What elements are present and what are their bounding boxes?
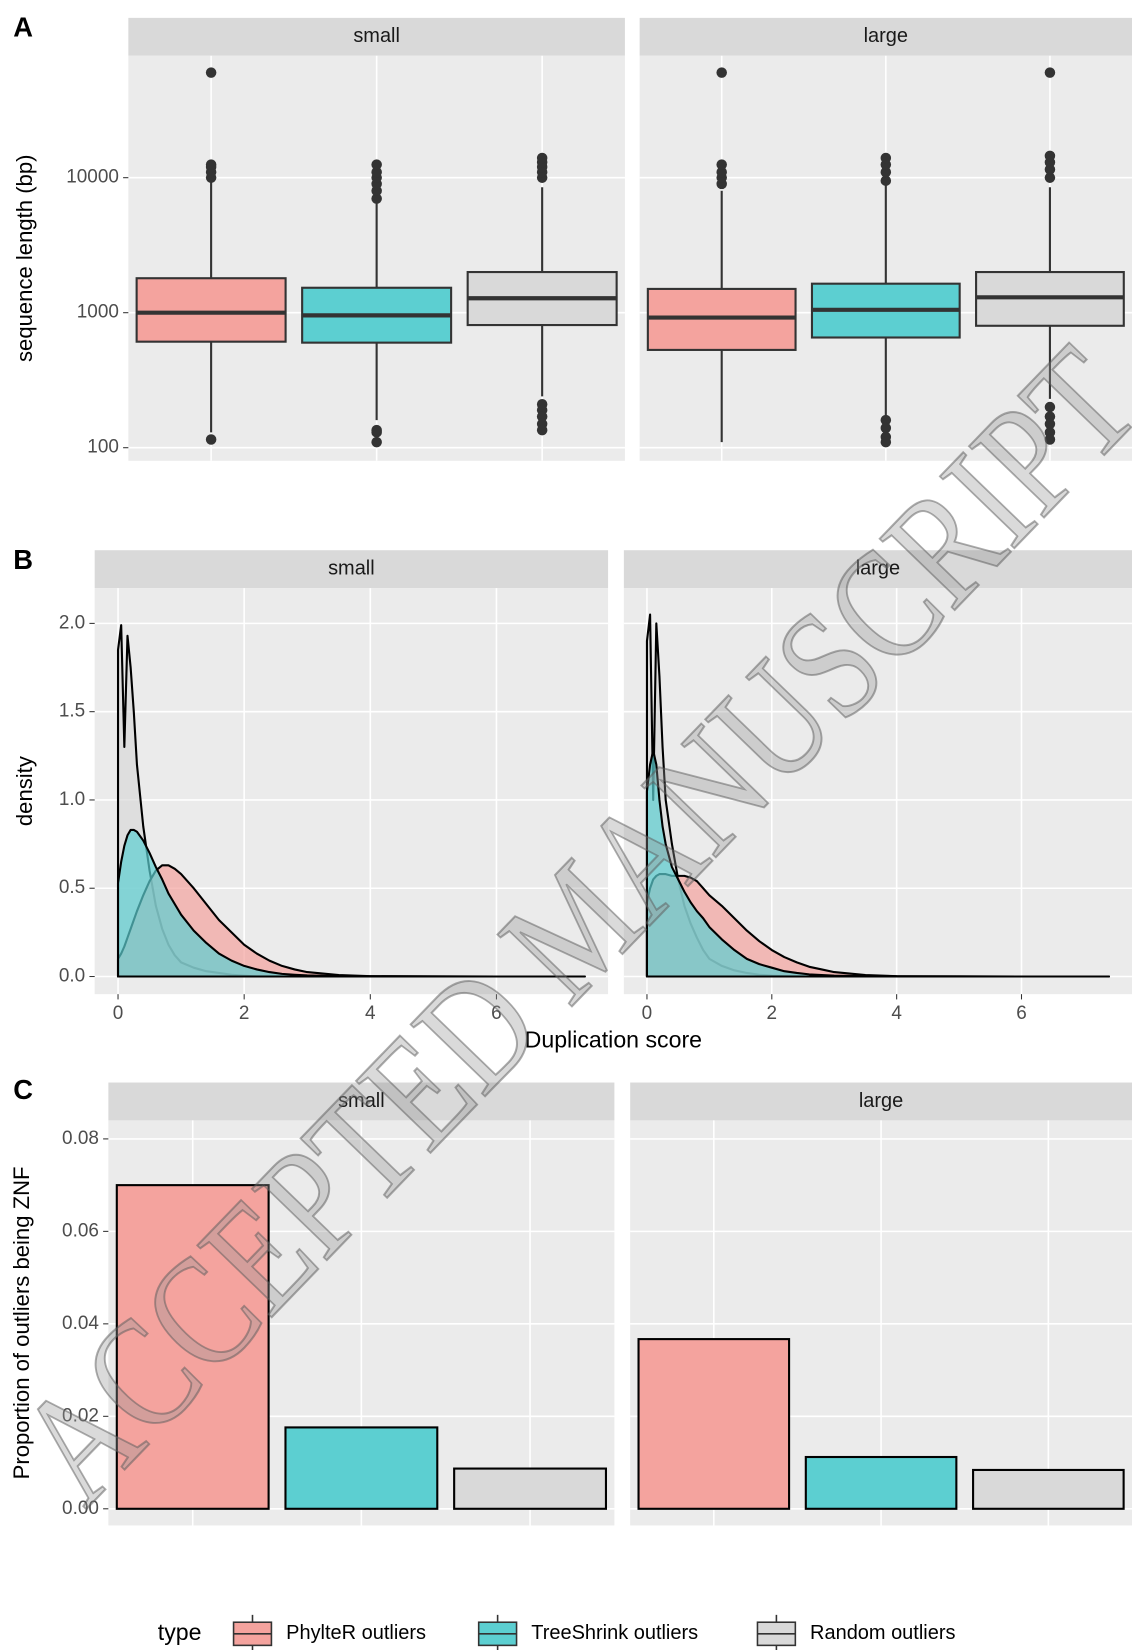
y-axis-label: Proportion of outliers being ZNF [9, 1166, 34, 1479]
outlier [1044, 411, 1056, 422]
outlier [536, 152, 548, 164]
y-tick-label: 0.06 [62, 1220, 99, 1241]
outlier [1044, 401, 1056, 413]
outlier [1044, 67, 1056, 78]
bar [637, 1338, 791, 1510]
facet-strip [639, 17, 1132, 56]
x-tick-label: 6 [491, 1003, 502, 1024]
y-tick-label: 2.0 [59, 612, 85, 633]
facet-strip [630, 1082, 1132, 1121]
y-tick-label: 0.04 [62, 1313, 99, 1334]
facet-label: large [859, 1090, 903, 1112]
outlier [880, 166, 892, 178]
outlier [1044, 150, 1056, 162]
panel-label: B [13, 544, 33, 575]
facet-label: small [338, 1090, 385, 1112]
legend-label: Random outliers [810, 1622, 955, 1644]
density-area [116, 828, 586, 978]
outlier [716, 166, 727, 178]
y-tick-label: 1.0 [59, 789, 85, 810]
x-tick-label: 2 [239, 1003, 250, 1024]
outlier [371, 193, 382, 204]
bar [972, 1468, 1125, 1510]
x-axis-label: Duplication score [525, 1027, 702, 1053]
y-tick-label: 0.00 [62, 1498, 99, 1519]
outlier [536, 424, 548, 436]
outlier [205, 159, 217, 170]
y-tick-label: 10000 [66, 167, 119, 188]
panel-label: C [13, 1074, 33, 1105]
outlier [536, 411, 548, 422]
x-tick-label: 0 [642, 1003, 653, 1024]
outlier [1044, 172, 1056, 183]
outlier [371, 424, 382, 436]
y-tick-label: 0.0 [59, 966, 85, 987]
facet-label: small [328, 557, 375, 579]
panel-label: A [13, 12, 33, 43]
legend-title: type [158, 1619, 202, 1645]
outlier [205, 67, 217, 78]
facet-label: small [353, 25, 400, 47]
y-axis-label: sequence length (bp) [12, 155, 37, 362]
y-tick-label: 0.08 [62, 1128, 99, 1149]
facet-strip [94, 550, 609, 589]
x-tick-label: 4 [891, 1003, 902, 1024]
outlier [371, 159, 382, 170]
outlier [371, 166, 382, 178]
y-tick-label: 0.5 [59, 877, 85, 898]
facet-label: large [864, 25, 908, 47]
facet-label: large [856, 557, 900, 579]
facet-strip [108, 1082, 615, 1121]
legend-label: TreeShrink outliers [531, 1622, 698, 1644]
box [135, 277, 287, 343]
x-tick-label: 4 [365, 1003, 376, 1024]
bar [804, 1455, 958, 1510]
outlier [880, 436, 892, 448]
outlier [880, 422, 892, 434]
outlier [716, 67, 727, 78]
outlier [716, 159, 727, 170]
bar [453, 1467, 608, 1510]
bar [284, 1426, 439, 1510]
facet-strip [128, 17, 625, 56]
density-area [645, 749, 1110, 978]
outlier [1044, 427, 1056, 438]
bar [115, 1184, 270, 1510]
outlier [880, 414, 892, 426]
x-tick-label: 2 [767, 1003, 778, 1024]
y-tick-label: 1000 [77, 302, 119, 323]
outlier [1044, 418, 1056, 430]
outlier [1044, 434, 1056, 445]
outlier [880, 175, 892, 186]
y-tick-label: 100 [87, 437, 119, 458]
legend-label: PhylteR outliers [286, 1622, 426, 1644]
outlier [880, 152, 892, 164]
y-tick-label: 1.5 [59, 701, 85, 722]
x-tick-label: 0 [113, 1003, 124, 1024]
facet-strip [623, 550, 1132, 589]
x-tick-label: 6 [1016, 1003, 1027, 1024]
outlier [205, 434, 217, 445]
y-axis-label: density [12, 756, 37, 826]
y-tick-label: 0.02 [62, 1405, 99, 1426]
outlier [371, 436, 382, 448]
outlier [1044, 164, 1056, 175]
